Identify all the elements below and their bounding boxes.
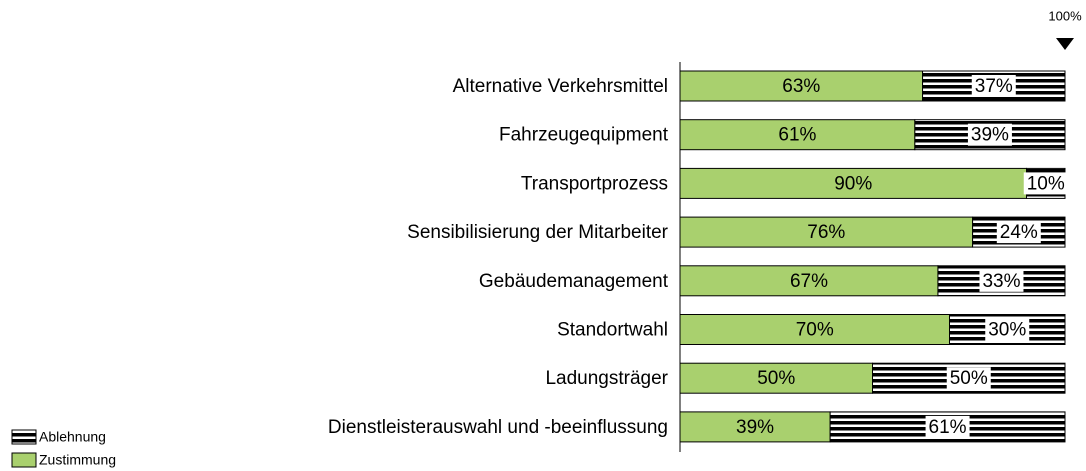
value-label: 67% [790,271,828,292]
bar-segment [679,167,1027,199]
value-label: 76% [807,222,845,243]
value-label-bg [967,123,1012,146]
category-label: Dienstleisterauswahl und -beeinflussung [328,417,668,438]
annotation-label: 100% [1048,8,1082,23]
category-label: Transportprozess [521,173,668,194]
value-label: 33% [982,271,1020,292]
value-label-bg [971,75,1016,97]
value-label: 63% [782,76,820,97]
value-label-bg [925,415,970,438]
value-label-bg [996,221,1041,244]
category-label: Sensibilisierung der Mitarbeiter [407,222,669,243]
value-label: 90% [834,173,872,194]
annotation-marker [1056,38,1074,50]
bar-segment [679,216,974,248]
value-label: 61% [929,417,967,438]
value-label: 37% [975,76,1013,97]
bar-segment [679,119,916,151]
value-label: 70% [796,320,834,341]
category-label: Standortwahl [557,320,668,341]
category-label: Alternative Verkehrsmittel [453,76,668,97]
legend-label: Zustimmung [39,452,116,468]
value-label: 24% [1000,222,1038,243]
value-label: 61% [778,125,816,146]
bar-segment [679,362,873,394]
value-label: 39% [736,417,774,438]
value-label: 10% [1027,173,1065,194]
category-label: Gebäudemanagement [479,271,669,292]
legend-swatch [11,429,37,445]
value-label: 39% [971,125,1009,146]
legend-label: Ablehnung [39,429,106,445]
value-label-bg [946,367,991,390]
category-label: Fahrzeugequipment [499,125,669,146]
value-label-bg [1023,172,1068,195]
value-label: 50% [757,368,795,389]
value-label-bg [985,318,1030,341]
category-label: Ladungsträger [545,368,668,389]
value-label: 50% [950,368,988,389]
legend-swatch [11,452,37,468]
value-label-bg [979,269,1024,292]
value-label: 30% [988,320,1026,341]
